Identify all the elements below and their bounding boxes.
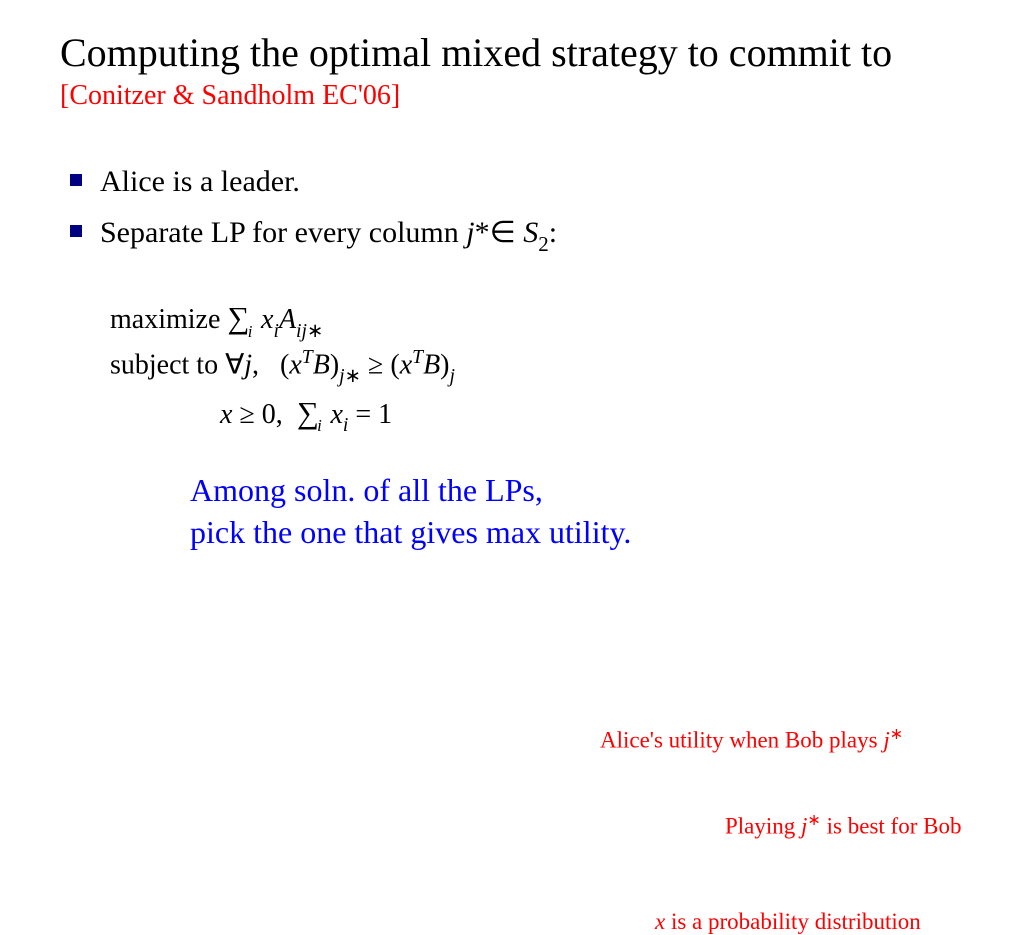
sum-sub-i: i xyxy=(248,322,253,341)
math-x3: x xyxy=(220,399,232,430)
conclusion-line-1: Among soln. of all the LPs, xyxy=(190,470,964,512)
math-x4: x xyxy=(655,909,665,934)
bullet-item: Alice is a leader. xyxy=(70,162,964,201)
sup-star: ∗ xyxy=(890,726,904,743)
lp-constraint-1: subject to ∀j, (xTB)j∗ ≥ (xTB)j Playing … xyxy=(110,347,964,386)
sub-i2: i xyxy=(343,415,348,436)
math-B2: B xyxy=(423,349,440,380)
math-sub2: 2 xyxy=(538,232,549,256)
sub-ijstar: ij xyxy=(296,321,307,342)
forall-icon: ∀ xyxy=(225,349,244,380)
annot2-prefix: Playing xyxy=(725,814,801,839)
bullet-item: Separate LP for every column j*∈ S2: xyxy=(70,213,964,256)
subject-word: subject to xyxy=(110,349,225,380)
sub-j: j xyxy=(450,366,455,387)
conclusion: Among soln. of all the LPs, pick the one… xyxy=(190,470,964,553)
slide-title: Computing the optimal mixed strategy to … xyxy=(60,30,964,76)
math-xi2: x xyxy=(330,399,342,430)
lp-constraint-2: x ≥ 0, ∑i xi = 1 x is a probability dist… xyxy=(110,396,964,436)
sigma-icon: ∑ xyxy=(227,301,249,336)
math-jstar: j xyxy=(466,216,474,249)
conclusion-line-2: pick the one that gives max utility. xyxy=(190,512,964,554)
maximize-word: maximize xyxy=(110,304,227,335)
bullet-text-2: Separate LP for every column j*∈ S2: xyxy=(100,213,557,256)
sub-star: ∗ xyxy=(307,321,323,342)
bullet-list: Alice is a leader. Separate LP for every… xyxy=(70,162,964,256)
sub-i: i xyxy=(273,321,278,342)
sup-T2: T xyxy=(412,347,423,368)
bullet-text-1: Alice is a leader. xyxy=(100,162,300,201)
lp-formulation: maximize ∑i xiAij∗ Alice's utility when … xyxy=(110,301,964,435)
math-A: A xyxy=(279,304,296,335)
math-j2: j xyxy=(244,349,252,380)
annot1-text: Alice's utility when Bob plays xyxy=(600,728,883,753)
bullet-2-prefix: Separate LP for every column xyxy=(100,216,466,249)
math-x: x xyxy=(289,349,301,380)
sum-sub-i2: i xyxy=(317,416,322,435)
math-xi: x xyxy=(261,304,273,335)
sub-jstar: j xyxy=(339,366,344,387)
annot2-suffix: is best for Bob xyxy=(821,814,962,839)
sup-star2: ∗ xyxy=(807,812,821,829)
sigma-icon-2: ∑ xyxy=(297,396,319,431)
citation: [Conitzer & Sandholm EC'06] xyxy=(60,80,964,112)
annotation-1: Alice's utility when Bob plays j∗ xyxy=(600,724,903,754)
annotation-2: Playing j∗ is best for Bob xyxy=(725,810,961,840)
bullet-marker xyxy=(70,174,82,186)
math-B: B xyxy=(313,349,330,380)
math-in: ∈ xyxy=(490,216,524,249)
annotation-3: x is a probability distribution xyxy=(655,909,921,935)
bullet-marker xyxy=(70,225,82,237)
math-x2: x xyxy=(400,349,412,380)
lp-objective: maximize ∑i xiAij∗ Alice's utility when … xyxy=(110,301,964,341)
bullet-2-suffix: : xyxy=(549,216,557,249)
annot3-suffix: is a probability distribution xyxy=(665,909,921,934)
sub-star2: ∗ xyxy=(345,366,361,387)
sup-T: T xyxy=(302,347,313,368)
math-S: S xyxy=(523,216,538,249)
